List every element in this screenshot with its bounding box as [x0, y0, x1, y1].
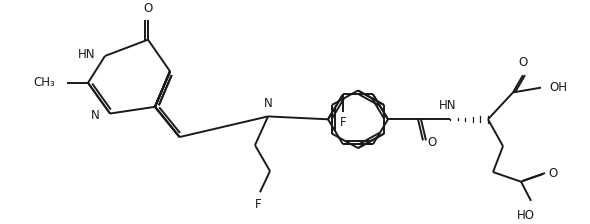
Text: O: O — [427, 136, 436, 149]
Text: O: O — [143, 2, 153, 15]
Text: N: N — [264, 97, 273, 110]
Text: F: F — [340, 116, 346, 129]
Text: OH: OH — [549, 81, 567, 94]
Text: CH₃: CH₃ — [33, 76, 55, 89]
Text: HN: HN — [77, 47, 95, 60]
Text: O: O — [548, 168, 557, 181]
Text: HN: HN — [439, 99, 457, 112]
Text: HO: HO — [517, 209, 535, 222]
Text: O: O — [519, 56, 527, 69]
Text: N: N — [91, 109, 100, 122]
Text: F: F — [255, 198, 261, 211]
